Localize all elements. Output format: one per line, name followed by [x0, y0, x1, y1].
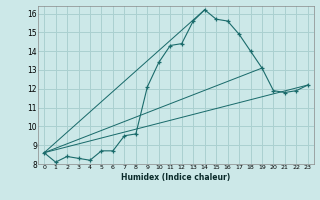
X-axis label: Humidex (Indice chaleur): Humidex (Indice chaleur): [121, 173, 231, 182]
